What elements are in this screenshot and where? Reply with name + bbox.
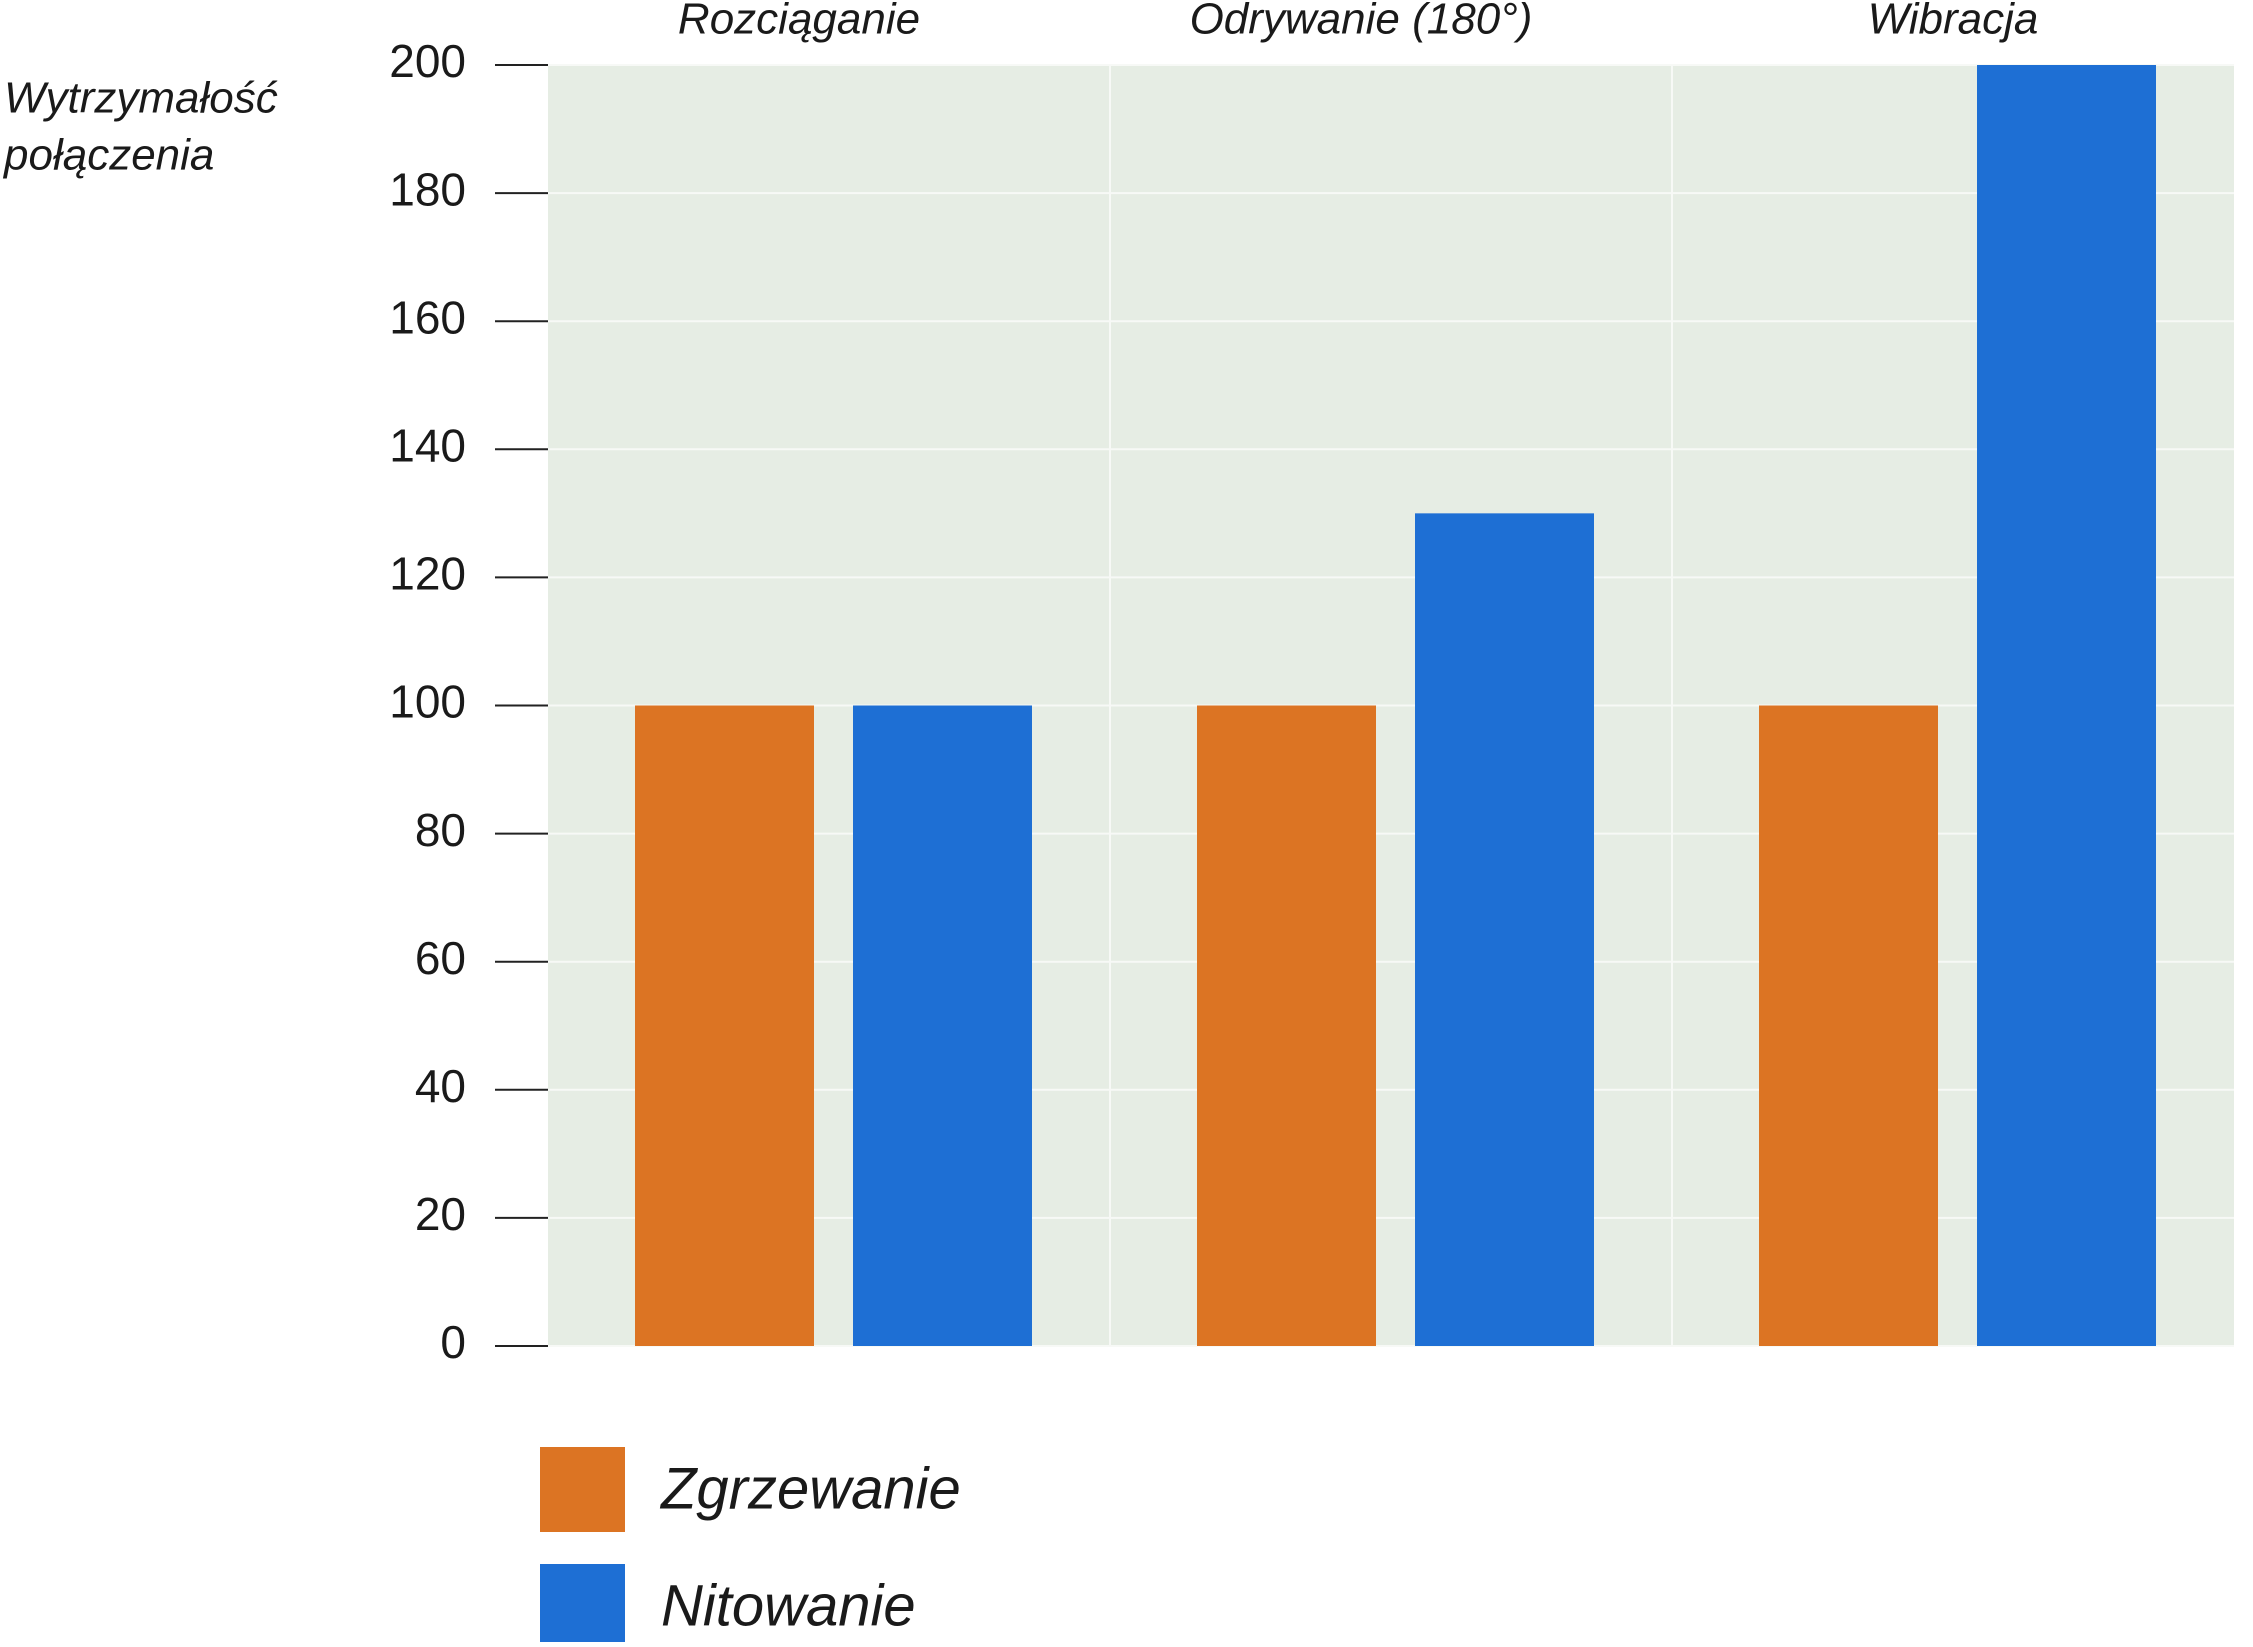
bar <box>1759 705 1938 1346</box>
bar <box>1977 65 2156 1346</box>
y-tick-label: 100 <box>389 676 466 728</box>
bar <box>635 705 814 1346</box>
category-label: Rozciąganie <box>678 0 920 44</box>
category-label: Odrywanie (180°) <box>1190 0 1533 44</box>
y-tick-label: 0 <box>440 1316 466 1368</box>
y-axis-label: połączenia <box>2 131 214 180</box>
y-tick-label: 140 <box>389 419 466 471</box>
y-tick-label: 160 <box>389 291 466 343</box>
bar <box>1197 705 1376 1346</box>
y-tick-label: 40 <box>415 1060 466 1112</box>
y-axis-label: Wytrzymałość <box>4 74 278 123</box>
y-tick-label: 20 <box>415 1188 466 1240</box>
bar <box>1415 513 1594 1346</box>
y-tick-label: 200 <box>389 35 466 87</box>
legend-label: Nitowanie <box>661 1573 916 1638</box>
bar <box>853 705 1032 1346</box>
y-tick-label: 120 <box>389 548 466 600</box>
y-tick-label: 60 <box>415 932 466 984</box>
legend-swatch <box>540 1564 625 1647</box>
legend-label: Zgrzewanie <box>659 1456 961 1521</box>
legend-swatch <box>540 1447 625 1532</box>
category-label: Wibracja <box>1868 0 2039 44</box>
y-tick-label: 80 <box>415 804 466 856</box>
y-tick-label: 180 <box>389 163 466 215</box>
